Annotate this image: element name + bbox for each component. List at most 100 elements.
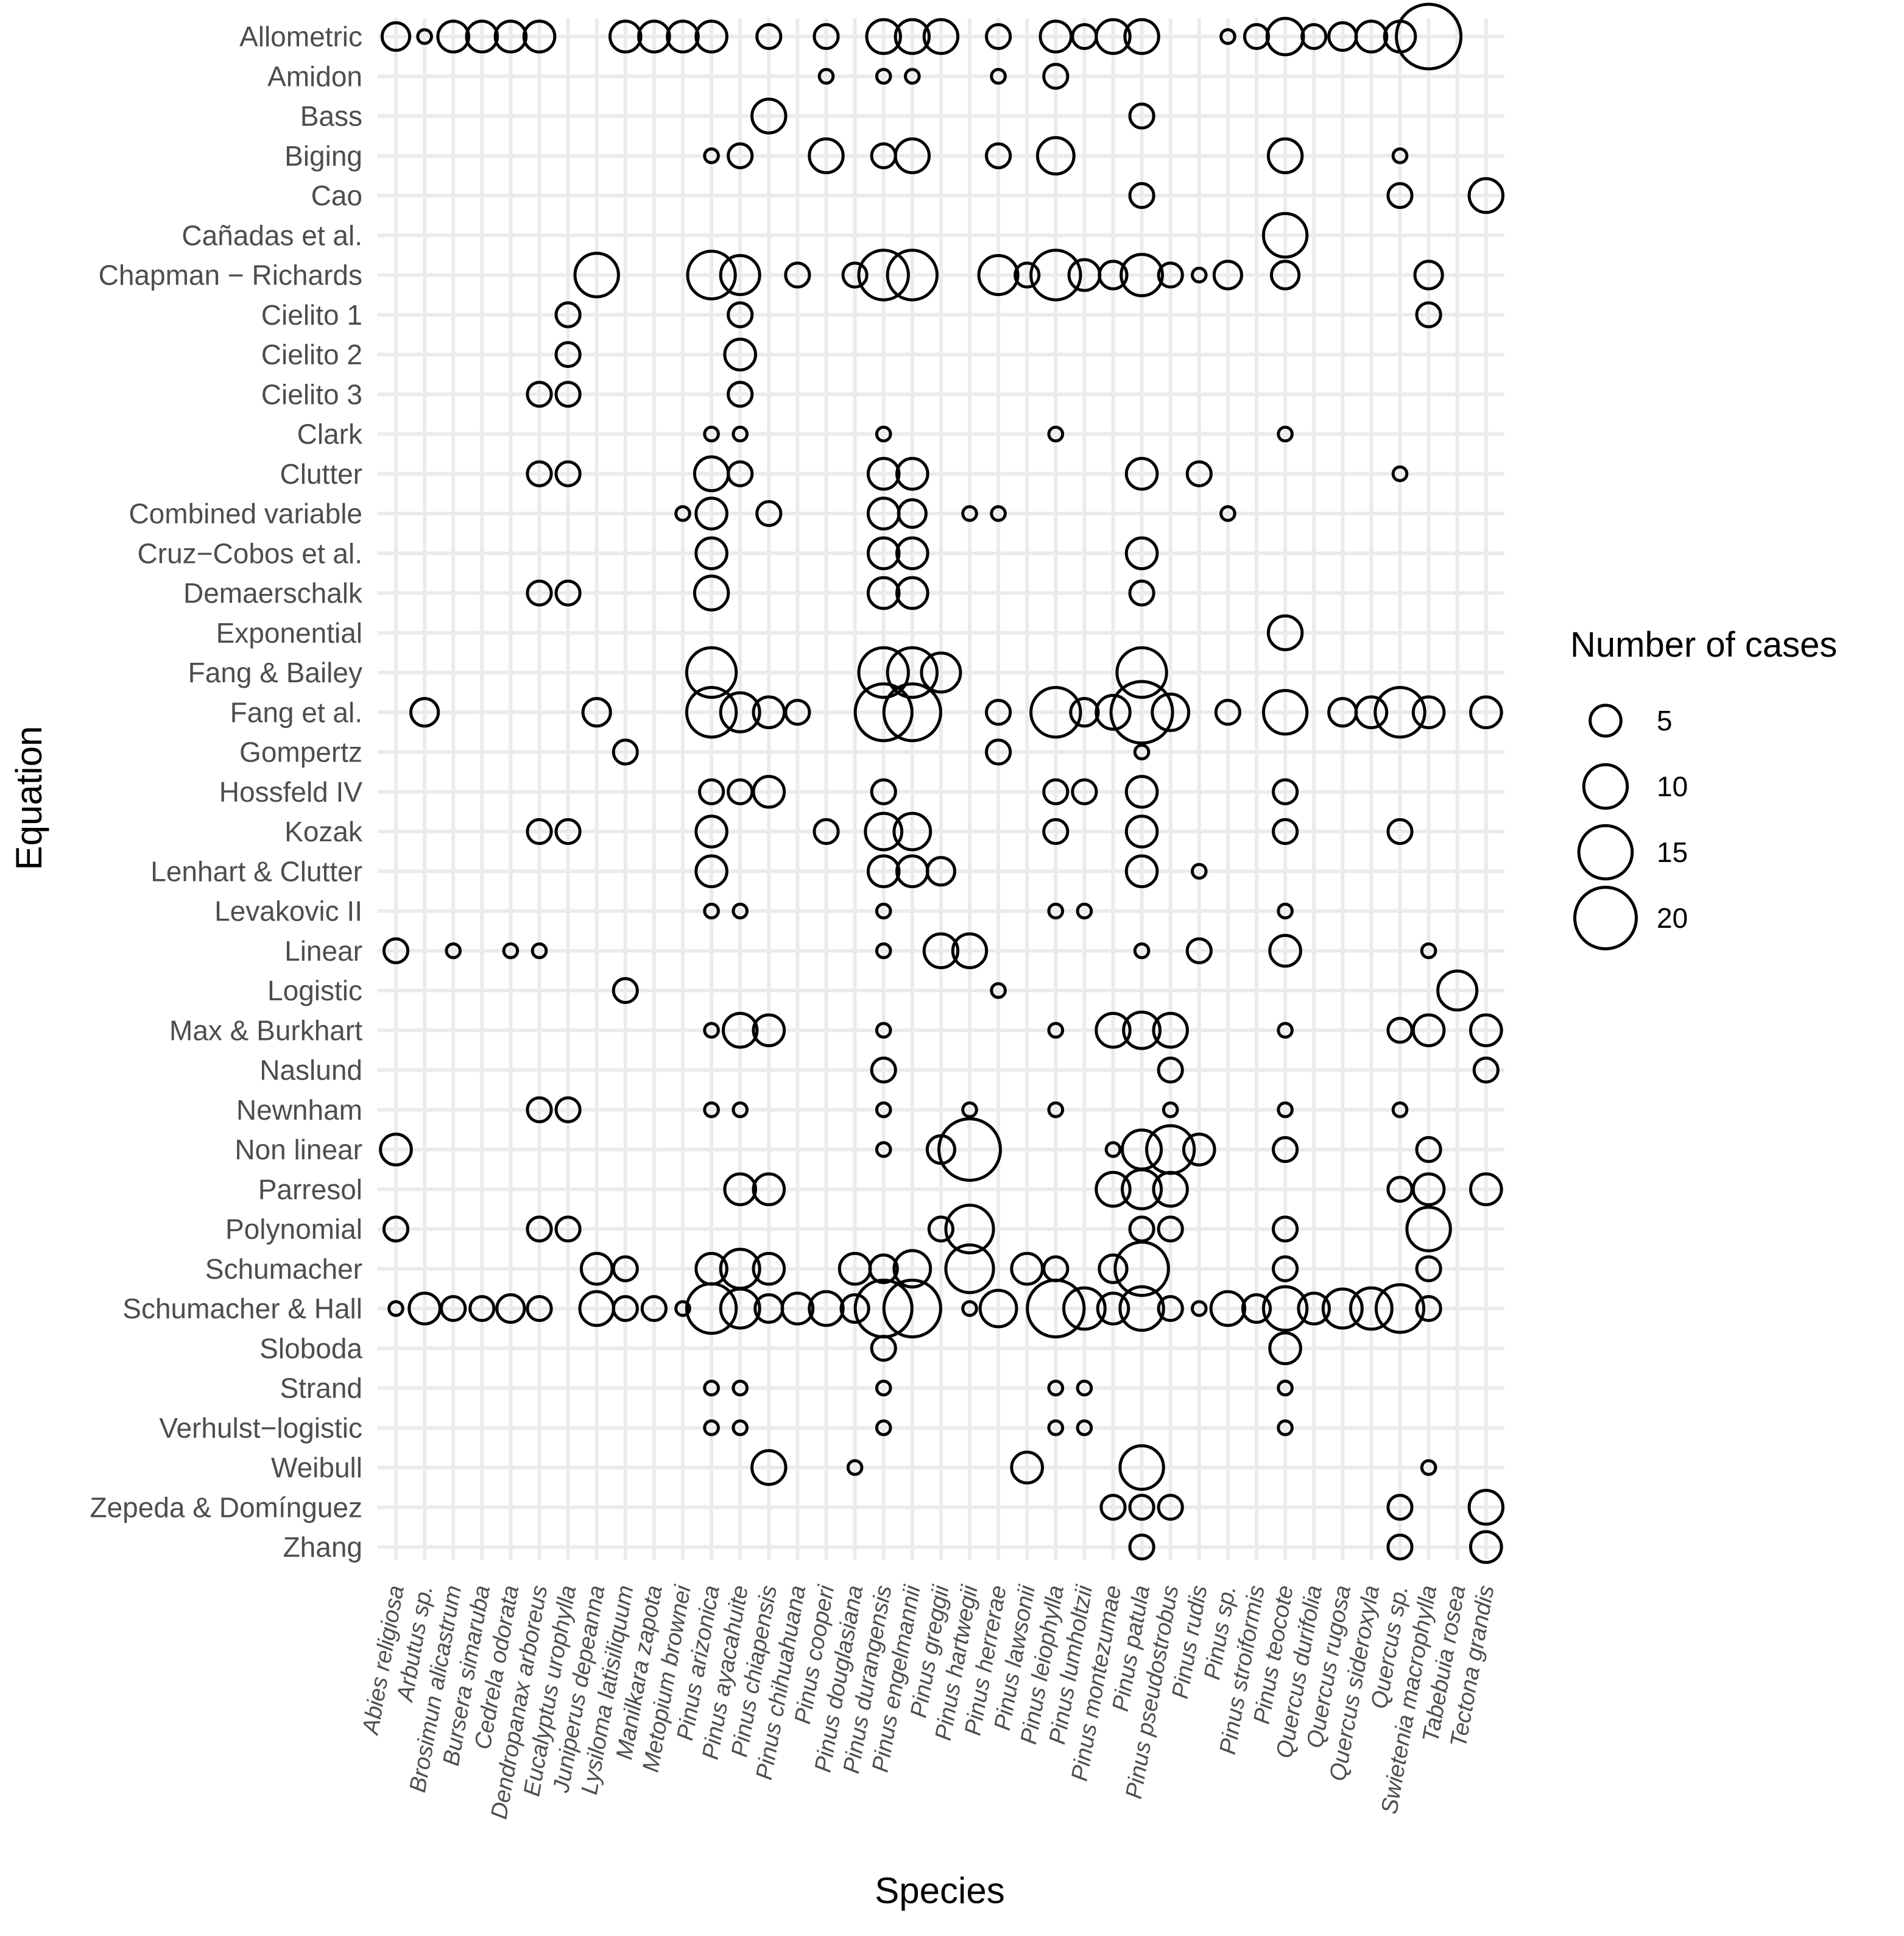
point-zhang-pinus-patula [1128, 1533, 1155, 1561]
point-logistic-tabebuia-rosea [1436, 969, 1479, 1012]
point-zepeda-dominguez-pinus-patula [1128, 1494, 1155, 1521]
point-allometric-bursera-simaruba [465, 19, 499, 54]
point-exponential-pinus-teocote [1266, 614, 1304, 651]
point-cielito-1-pinus-ayacahuite [727, 301, 754, 328]
point-kozak-dendropanax-arboreus [526, 818, 553, 846]
point-schumacher-hall-pinus-montezumae [1096, 1291, 1130, 1326]
y-tick-label-canadas-et-al: Cañadas et al. [182, 219, 362, 251]
point-allometric-swietenia-macrophylla [1395, 2, 1463, 71]
point-allometric-manilkara-zapota [637, 19, 671, 54]
point-cielito-2-pinus-ayacahuite [723, 337, 757, 372]
point-schumacher-hall-pinus-cooperi [808, 1290, 845, 1327]
point-parresol-pinus-pseudostrobus [1152, 1171, 1189, 1208]
point-biging-pinus-teocote [1266, 137, 1304, 174]
point-clutter-pinus-rudis [1185, 460, 1213, 487]
point-chapman-richards-pinus-herrerae [977, 254, 1020, 296]
point-biging-pinus-herrerae [985, 142, 1012, 169]
point-schumacher-hall-pinus-chihuahuana [780, 1291, 815, 1326]
point-max-burkhart-pinus-teocote [1277, 1022, 1294, 1039]
legend-key-20 [1573, 886, 1638, 950]
y-tick-label-schumacher: Schumacher [205, 1253, 362, 1285]
point-zhang-tectona-grandis [1469, 1530, 1503, 1564]
point-non-linear-pinus-durangensis [875, 1141, 892, 1158]
point-fang-et-al-quercus-sideroxyla [1354, 695, 1389, 730]
y-tick-label-exponential: Exponential [216, 617, 362, 649]
point-clark-pinus-arizonica [703, 425, 720, 443]
point-allometric-arbutus-sp [416, 28, 433, 45]
point-demaerschalk-dendropanax-arboreus [526, 579, 553, 607]
point-schumacher-hall-quercus-sideroxyla [1349, 1286, 1394, 1331]
point-hossfeld-iv-pinus-arizonica [698, 778, 725, 805]
point-polynomial-swietenia-macrophylla [1405, 1206, 1452, 1252]
point-verhulst-logistic-pinus-ayacahuite [732, 1419, 749, 1436]
point-chapman-richards-pinus-lawsonii [1014, 261, 1041, 289]
point-newnham-pinus-arizonica [703, 1101, 720, 1118]
legend-key-5 [1588, 704, 1623, 738]
point-strand-pinus-durangensis [875, 1379, 892, 1397]
point-demaerschalk-pinus-arizonica [693, 574, 730, 612]
point-hossfeld-iv-pinus-chiapensis [752, 774, 786, 809]
legend-label-10: 10 [1657, 771, 1688, 802]
point-biging-pinus-leiophylla [1035, 136, 1076, 176]
point-schumacher-hall-quercus-rugosa [1321, 1287, 1364, 1330]
point-allometric-metopium-brownei [666, 19, 700, 54]
point-schumacher-hall-cedrela-odorata [495, 1293, 526, 1324]
legend-key-15 [1577, 824, 1634, 881]
point-fang-et-al-pinus-montezumae [1095, 694, 1132, 731]
point-fang-bailey-pinus-greggii [920, 651, 962, 694]
y-tick-label-fang-bailey: Fang & Bailey [188, 657, 362, 688]
point-kozak-pinus-arizonica [694, 814, 728, 849]
point-linear-swietenia-macrophylla [1420, 942, 1437, 959]
point-cielito-1-eucalyptus-urophylla [554, 301, 582, 328]
point-zepeda-dominguez-quercus-sp [1386, 1494, 1414, 1521]
point-kozak-quercus-sp [1386, 818, 1414, 846]
point-cruz-cobos-et-al-pinus-patula [1124, 536, 1159, 571]
point-non-linear-abies-religiosa [379, 1132, 413, 1167]
point-fang-bailey-pinus-patula [1115, 646, 1168, 699]
point-fang-et-al-pinus-arizonica [685, 686, 738, 739]
point-schumacher-hall-pinus-douglasiana [839, 1293, 870, 1324]
point-levakovic-ii-pinus-leiophylla [1047, 902, 1065, 920]
point-allometric-dendropanax-arboreus [522, 19, 557, 54]
y-tick-label-clark: Clark [297, 419, 363, 450]
point-chapman-richards-pinus-engelmannii [886, 249, 939, 302]
x-axis-title: Species [875, 1870, 1004, 1911]
point-combined-variable-pinus-sp [1219, 505, 1236, 522]
point-schumacher-pinus-chiapensis [752, 1251, 786, 1286]
y-tick-label-allometric: Allometric [239, 21, 362, 52]
point-max-burkhart-swietenia-macrophylla [1411, 1013, 1446, 1048]
point-chapman-richards-pinus-arizonica [686, 249, 737, 301]
point-fang-bailey-pinus-durangensis [857, 646, 910, 699]
point-combined-variable-pinus-arizonica [694, 496, 728, 531]
point-schumacher-pinus-patula [1113, 1240, 1170, 1298]
point-amidon-pinus-cooperi [817, 68, 835, 85]
point-zepeda-dominguez-tectona-grandis [1467, 1489, 1505, 1526]
point-sloboda-pinus-teocote [1268, 1331, 1302, 1366]
point-fang-bailey-pinus-engelmannii [886, 646, 939, 699]
point-chapman-richards-pinus-sp [1212, 260, 1244, 291]
point-polynomial-abies-religiosa [382, 1215, 410, 1243]
y-tick-label-zepeda-dominguez: Zepeda & Domínguez [90, 1491, 363, 1523]
point-fang-et-al-pinus-teocote [1261, 689, 1309, 736]
point-allometric-abies-religiosa [380, 21, 412, 52]
point-newnham-dendropanax-arboreus [526, 1096, 553, 1123]
point-max-burkhart-pinus-ayacahuite [722, 1012, 759, 1049]
y-tick-label-cielito-2: Cielito 2 [261, 339, 362, 370]
point-cruz-cobos-et-al-pinus-arizonica [694, 536, 728, 571]
point-verhulst-logistic-pinus-leiophylla [1047, 1419, 1065, 1436]
y-tick-label-bass: Bass [300, 101, 362, 132]
point-cielito-3-pinus-ayacahuite [727, 381, 754, 408]
point-non-linear-pinus-rudis [1182, 1132, 1216, 1167]
point-fang-bailey-pinus-arizonica [685, 646, 738, 699]
point-weibull-pinus-douglasiana [846, 1459, 864, 1476]
y-tick-label-naslund: Naslund [259, 1055, 362, 1086]
point-gompertz-lysiloma-latisiliquum [612, 738, 639, 766]
point-chapman-richards-pinus-rudis [1191, 266, 1208, 284]
point-polynomial-pinus-greggii [927, 1215, 955, 1243]
point-amidon-pinus-herrerae [990, 68, 1007, 85]
point-lenhart-clutter-pinus-arizonica [694, 854, 728, 889]
point-fang-et-al-juniperus-depeanna [581, 697, 612, 728]
point-fang-et-al-swietenia-macrophylla [1411, 695, 1446, 730]
point-polynomial-pinus-pseudostrobus [1157, 1215, 1184, 1243]
